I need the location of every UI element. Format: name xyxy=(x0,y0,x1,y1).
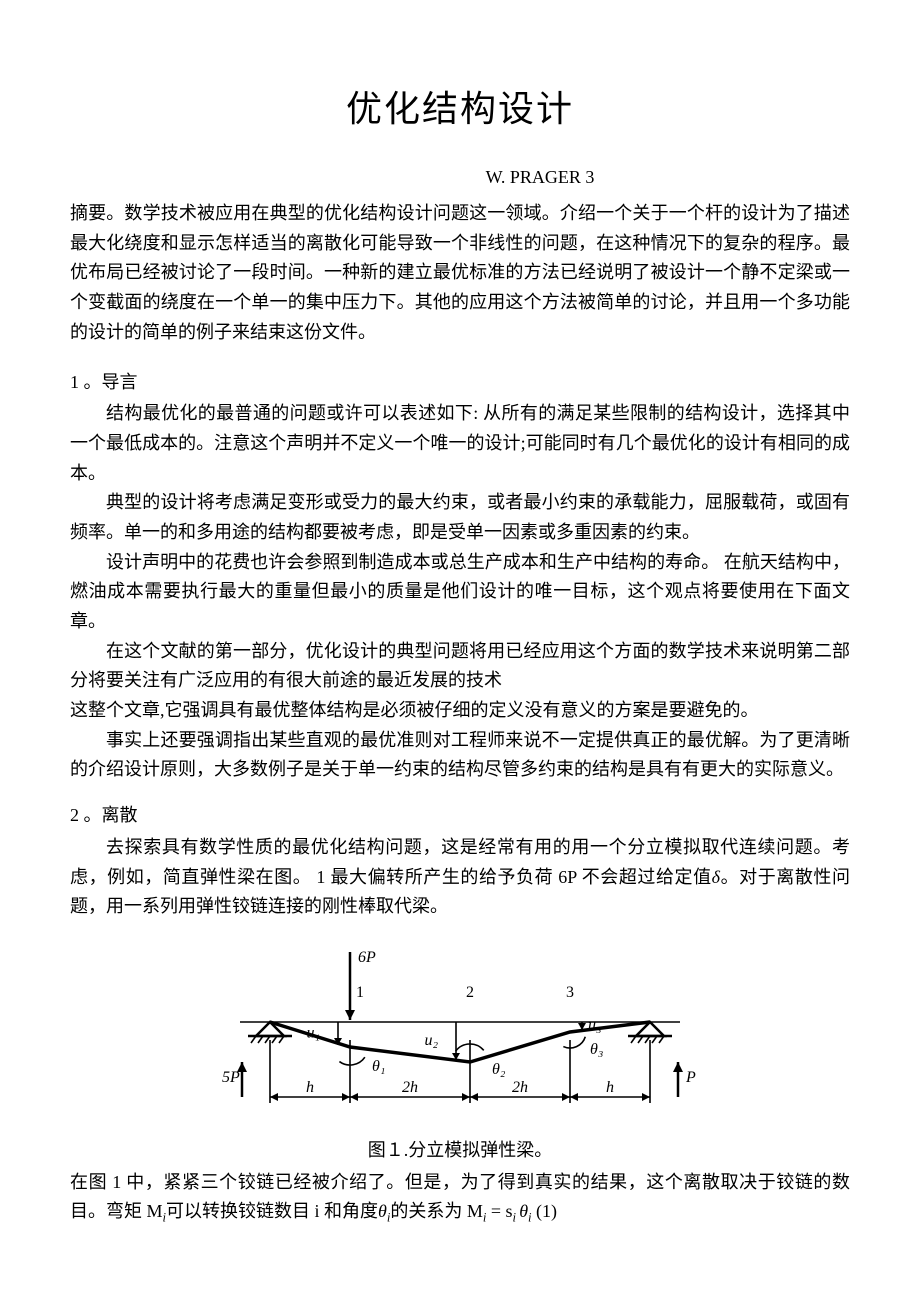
abstract: 摘要。数学技术被应用在典型的优化结构设计问题这一领域。介绍一个关于一个杆的设计为… xyxy=(70,199,850,347)
svg-text:θ₂: θ₂ xyxy=(492,1061,506,1078)
delta-symbol: δ xyxy=(712,867,720,887)
svg-text:P: P xyxy=(685,1069,696,1086)
svg-text:5P: 5P xyxy=(222,1069,240,1086)
svg-text:h: h xyxy=(306,1079,314,1096)
svg-text:u₁: u₁ xyxy=(306,1024,320,1041)
svg-text:θ₁: θ₁ xyxy=(372,1058,385,1075)
figure-1-caption: 图１.分立模拟弹性梁。 xyxy=(70,1136,850,1166)
s1-p3: 设计声明中的花费也许会参照到制造成本或总生产成本和生产中结构的寿命。 在航天结构… xyxy=(70,548,850,637)
svg-text:u₂: u₂ xyxy=(424,1032,438,1049)
svg-text:θ₃: θ₃ xyxy=(590,1041,603,1058)
figure-1-beam: 6P 1 2 3 u₁ u₂ u₃ θ₁ θ₂ θ₃ 5P Ph 2h 2h h xyxy=(220,932,700,1132)
s2-p2-c: 的关系为 M xyxy=(390,1201,483,1221)
s1-p4: 在这个文献的第一部分，优化设计的典型问题将用已经应用这个方面的数学技术来说明第二… xyxy=(70,637,850,696)
svg-text:2h: 2h xyxy=(402,1079,418,1096)
svg-text:2h: 2h xyxy=(512,1079,528,1096)
s1-p1: 结构最优化的最普通的问题或许可以表述如下: 从所有的满足某些限制的结构设计，选择… xyxy=(70,399,850,488)
s2-p2-end: (1) xyxy=(532,1201,558,1221)
svg-text:6P: 6P xyxy=(358,949,376,966)
svg-text:u₃: u₃ xyxy=(588,1017,602,1034)
s1-p5: 这整个文章,它强调具有最优整体结构是必须被仔细的定义没有意义的方案是要避免的。 xyxy=(70,696,850,726)
page-title: 优化结构设计 xyxy=(70,80,850,139)
s2-p2-b: 可以转换铰链数目 i 和角度 xyxy=(166,1201,378,1221)
s2-p1: 去探索具有数学性质的最优化结构问题，这是经常有用的用一个分立模拟取代连续问题。考… xyxy=(70,833,850,922)
svg-text:3: 3 xyxy=(566,984,574,1001)
s1-p6: 事实上还要强调指出某些直观的最优准则对工程师来说不一定提供真正的最优解。为了更清… xyxy=(70,726,850,785)
theta-symbol-2: θ xyxy=(519,1201,528,1221)
section-2-head: 2 。离散 xyxy=(70,801,850,831)
svg-text:h: h xyxy=(606,1079,614,1096)
theta-symbol: θ xyxy=(378,1201,387,1221)
svg-text:2: 2 xyxy=(466,984,474,1001)
svg-text:1: 1 xyxy=(356,984,364,1001)
s2-p2: 在图 1 中，紧紧三个铰链已经被介绍了。但是，为了得到真实的结果，这个离散取决于… xyxy=(70,1168,850,1229)
section-1-head: 1 。导言 xyxy=(70,368,850,398)
author-line: W. PRAGER 3 xyxy=(70,163,850,193)
s1-p2: 典型的设计将考虑满足变形或受力的最大约束，或者最小约束的承载能力，屈服载荷，或固… xyxy=(70,488,850,547)
s2-p2-eq: = s xyxy=(486,1201,512,1221)
